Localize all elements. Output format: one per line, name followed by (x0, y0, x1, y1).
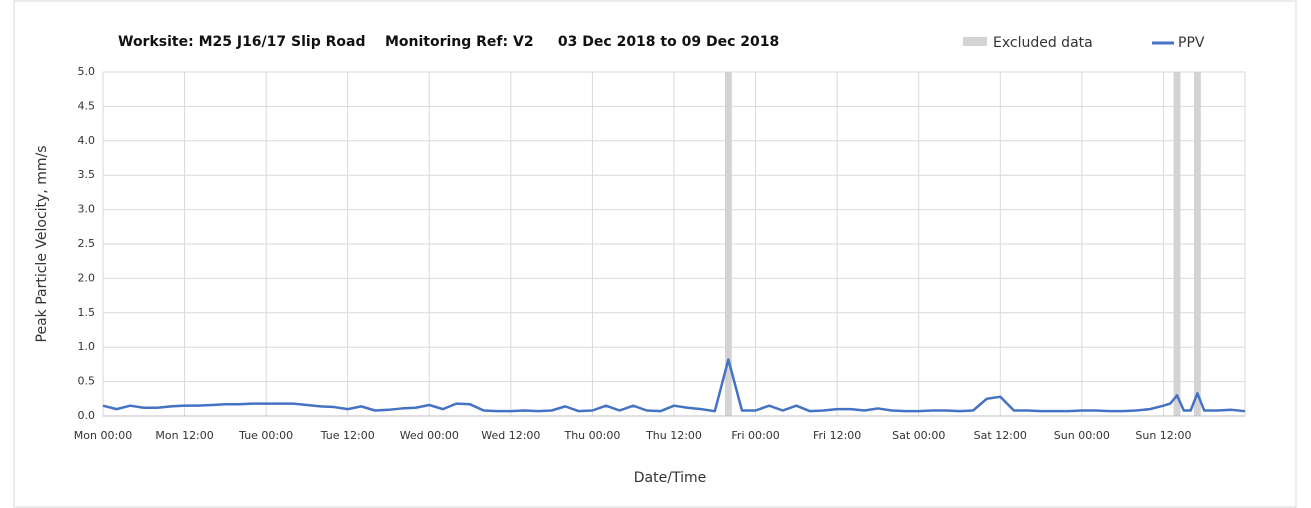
x-tick-label: Sat 12:00 (974, 429, 1027, 442)
x-tick-label: Mon 12:00 (155, 429, 213, 442)
x-tick-label: Fri 12:00 (813, 429, 861, 442)
x-tick-label: Thu 12:00 (645, 429, 702, 442)
x-tick-label: Mon 00:00 (74, 429, 132, 442)
excluded-band (724, 72, 732, 416)
x-tick-label: Sat 00:00 (892, 429, 945, 442)
x-tick-label: Sun 00:00 (1054, 429, 1110, 442)
x-tick-label: Tue 12:00 (320, 429, 375, 442)
y-tick-label: 3.0 (78, 203, 96, 216)
y-tick-label: 2.5 (78, 237, 96, 250)
ppv-line (102, 358, 1246, 413)
x-tick-label: Sun 12:00 (1135, 429, 1191, 442)
y-tick-label: 4.0 (78, 134, 96, 147)
x-axis-title: Date/Time (634, 470, 706, 486)
x-tick-label: Wed 12:00 (481, 429, 540, 442)
y-tick-label: 1.5 (78, 306, 96, 319)
excluded-band (1194, 72, 1201, 416)
x-tick-label: Thu 00:00 (563, 429, 620, 442)
x-tick-label: Tue 00:00 (238, 429, 293, 442)
legend-label: Excluded data (993, 35, 1093, 51)
legend-swatch-excluded (963, 37, 987, 46)
y-axis-title: Peak Particle Velocity, mm/s (34, 146, 50, 343)
chart-title: Worksite: M25 J16/17 Slip Road Monitorin… (118, 34, 779, 50)
x-tick-label: Fri 00:00 (731, 429, 779, 442)
y-tick-label: 0.5 (78, 375, 96, 388)
y-tick-label: 3.5 (78, 168, 96, 181)
excluded-band (1173, 72, 1181, 416)
y-tick-label: 1.0 (78, 340, 96, 353)
legend-label: PPV (1178, 35, 1205, 51)
y-tick-label: 4.5 (78, 99, 96, 112)
x-tick-label: Wed 00:00 (400, 429, 459, 442)
y-tick-label: 2.0 (78, 271, 96, 284)
y-tick-label: 0.0 (78, 409, 96, 422)
y-tick-label: 5.0 (78, 65, 96, 78)
